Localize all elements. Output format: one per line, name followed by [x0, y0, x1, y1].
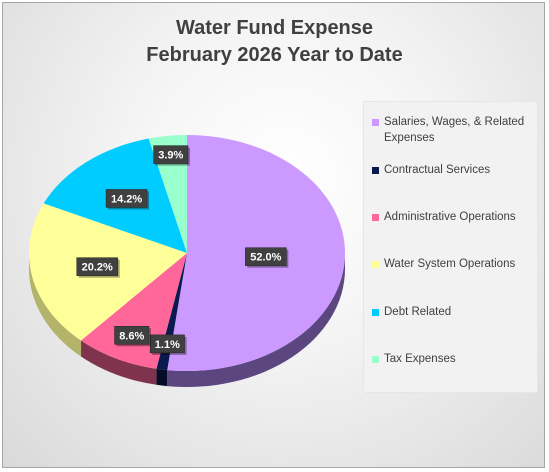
pie-slice-tax-expenses: [148, 135, 187, 253]
data-label-text: 8.6%: [119, 330, 144, 342]
pie-side-contractual-services: [156, 368, 168, 387]
pie-chart: 52.0% 1.1% 8.6% 20.2% 14.2% 3.9%: [28, 135, 345, 388]
data-label-text: 52.0%: [250, 252, 281, 264]
data-label-water-system-operations: 20.2%: [76, 257, 120, 278]
legend-item-tax-expenses: Tax Expenses: [372, 351, 534, 367]
data-label-salaries-wages-related-expenses: 52.0%: [245, 247, 289, 268]
legend-item-salaries-wages-related-expenses: Salaries, Wages, & Related Expenses: [372, 114, 534, 146]
legend-item-administrative-operations: Administrative Operations: [372, 209, 534, 225]
legend-label: Water System Operations: [384, 258, 516, 270]
legend-item-water-system-operations: Water System Operations: [372, 256, 534, 272]
data-label-tax-expenses: 3.9%: [153, 145, 190, 166]
legend-swatch: [372, 166, 379, 174]
data-label-administrative-operations: 8.6%: [114, 326, 151, 347]
legend-swatch: [372, 118, 379, 126]
legend-swatch: [372, 308, 379, 316]
chart-title: Water Fund Expense February 2026 Year to…: [3, 15, 546, 69]
chart-legend: Salaries, Wages, & Related Expenses Contr…: [363, 101, 538, 393]
legend-swatch: [372, 213, 379, 221]
chart-area: Water Fund Expense February 2026 Year to…: [2, 2, 545, 468]
legend-label: Debt Related: [384, 306, 452, 318]
data-label-text: 3.9%: [158, 150, 183, 162]
data-label-text: 20.2%: [82, 262, 113, 274]
chart-title-line-1: Water Fund Expense: [175, 17, 374, 39]
legend-swatch: [372, 260, 379, 268]
data-label-text: 1.1%: [155, 339, 180, 351]
legend-label: Salaries, Wages, & Related Expenses: [384, 116, 525, 144]
data-label-text: 14.2%: [111, 193, 142, 205]
pie-side-administrative-operations: [81, 340, 157, 385]
legend-item-contractual-services: Contractual Services: [372, 162, 534, 178]
data-label-debt-related: 14.2%: [105, 189, 150, 210]
data-label-contractual-services: 1.1%: [149, 334, 187, 355]
legend-label: Contractual Services: [384, 164, 491, 176]
legend-label: Tax Expenses: [384, 353, 456, 365]
legend-item-debt-related: Debt Related: [372, 304, 534, 320]
pie-side-salaries-wages-related-expenses: [167, 253, 345, 388]
legend-swatch: [372, 355, 379, 363]
legend-label: Administrative Operations: [384, 211, 516, 223]
pie-side-water-system-operations: [29, 253, 82, 357]
chart-title-line-2: February 2026 Year to Date: [146, 44, 403, 66]
